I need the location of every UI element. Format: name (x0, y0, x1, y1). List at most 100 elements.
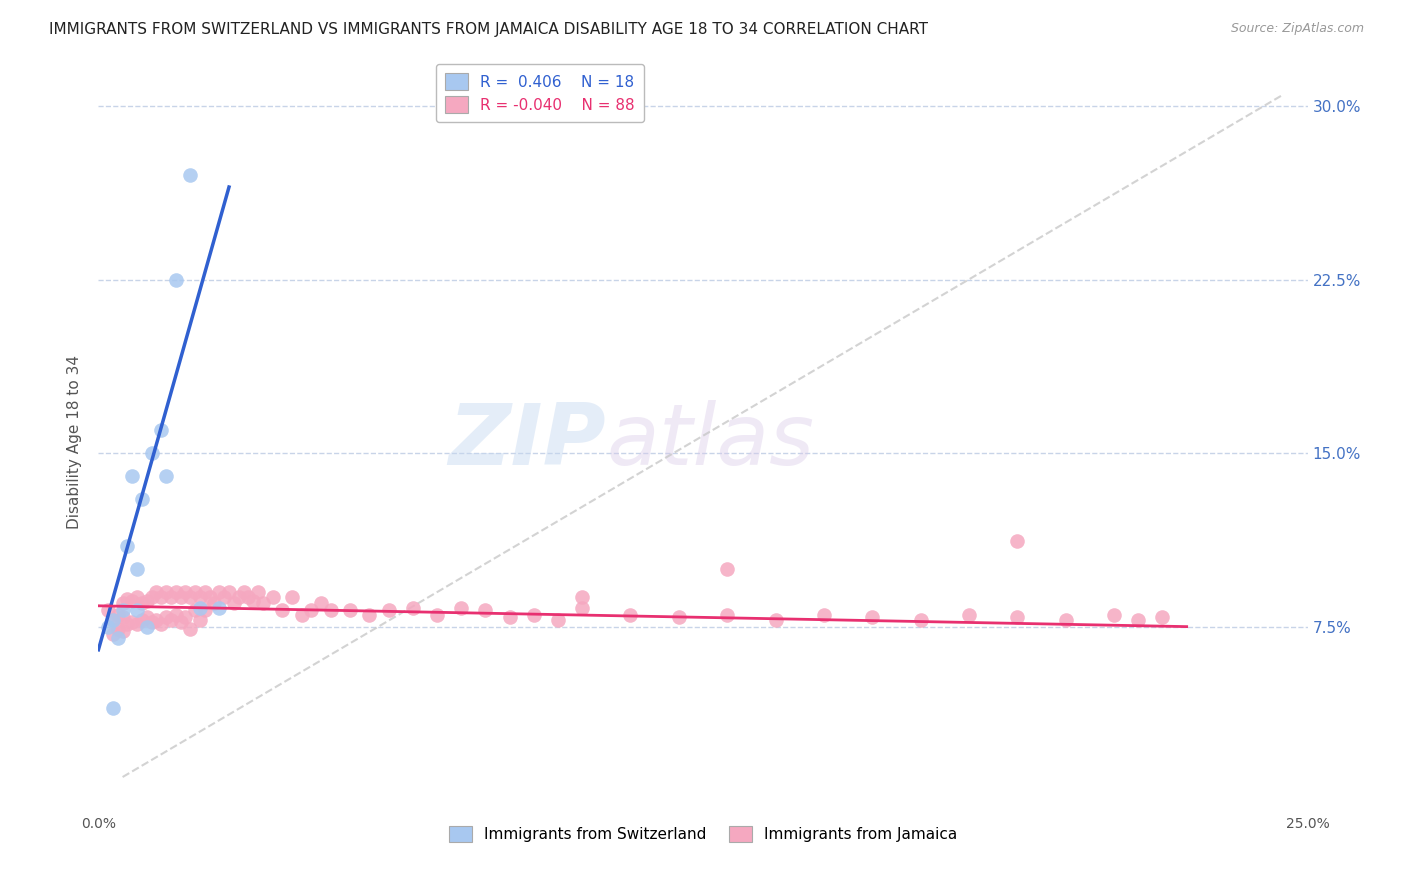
Point (145, 585, 167, 599)
Point (204, 597, 226, 611)
Point (127, 562, 149, 576)
Point (860, 610, 883, 624)
Point (765, 613, 787, 627)
Point (141, 615, 163, 629)
Point (426, 608, 449, 623)
Point (188, 590, 211, 604)
Point (198, 590, 221, 604)
Point (339, 603, 361, 617)
Point (571, 601, 593, 615)
Point (281, 590, 304, 604)
Point (1054, 613, 1077, 627)
Point (111, 624, 134, 639)
Point (212, 590, 235, 604)
Point (127, 590, 149, 604)
Point (523, 608, 546, 623)
Point (169, 590, 191, 604)
Point (188, 613, 211, 627)
Point (107, 622, 129, 636)
Point (127, 617, 149, 632)
Point (179, 590, 201, 604)
Point (135, 594, 157, 608)
Point (262, 590, 284, 604)
Legend: Immigrants from Switzerland, Immigrants from Jamaica: Immigrants from Switzerland, Immigrants … (443, 820, 963, 848)
Point (319, 603, 342, 617)
Point (169, 615, 191, 629)
Point (290, 608, 312, 623)
Point (668, 610, 690, 624)
Point (498, 610, 520, 624)
Point (101, 613, 124, 627)
Point (228, 590, 250, 604)
Point (1007, 610, 1029, 624)
Point (141, 446, 163, 460)
Point (957, 608, 980, 623)
Point (165, 585, 187, 599)
Point (101, 613, 124, 627)
Point (135, 610, 157, 624)
Point (97, 620, 120, 634)
Point (450, 601, 472, 615)
Point (232, 585, 254, 599)
Point (179, 622, 201, 636)
Point (101, 700, 124, 714)
Point (179, 169, 201, 183)
Point (547, 613, 569, 627)
Point (117, 591, 139, 606)
Point (208, 601, 231, 615)
Point (150, 423, 173, 437)
Point (188, 601, 211, 615)
Point (155, 585, 177, 599)
Point (402, 601, 425, 615)
Point (135, 620, 157, 634)
Point (150, 617, 173, 632)
Text: Source: ZipAtlas.com: Source: ZipAtlas.com (1230, 22, 1364, 36)
Text: ZIP: ZIP (449, 400, 606, 483)
Point (174, 610, 197, 624)
Point (1128, 613, 1150, 627)
Point (222, 597, 245, 611)
Point (97, 603, 120, 617)
Point (299, 603, 322, 617)
Point (111, 597, 134, 611)
Point (571, 590, 593, 604)
Point (141, 590, 163, 604)
Point (145, 613, 167, 627)
Point (271, 603, 294, 617)
Point (813, 608, 835, 623)
Point (208, 585, 231, 599)
Point (238, 590, 260, 604)
Text: atlas: atlas (606, 400, 814, 483)
Point (111, 610, 134, 624)
Point (160, 590, 183, 604)
Point (111, 603, 134, 617)
Point (910, 613, 932, 627)
Point (121, 469, 143, 483)
Point (716, 608, 738, 623)
Point (107, 608, 129, 623)
Point (619, 608, 641, 623)
Point (309, 597, 332, 611)
Point (165, 272, 187, 286)
Point (131, 613, 153, 627)
Point (1102, 608, 1125, 623)
Point (184, 603, 207, 617)
Point (247, 585, 270, 599)
Point (174, 585, 197, 599)
Point (117, 617, 139, 632)
Point (131, 492, 153, 507)
Point (121, 594, 143, 608)
Point (107, 631, 129, 645)
Point (194, 585, 217, 599)
Point (121, 615, 143, 629)
Point (218, 585, 240, 599)
Point (131, 597, 153, 611)
Point (184, 585, 207, 599)
Point (160, 613, 183, 627)
Point (716, 562, 738, 576)
Point (252, 597, 274, 611)
Point (242, 594, 264, 608)
Point (127, 603, 149, 617)
Point (359, 608, 381, 623)
Point (165, 608, 187, 623)
